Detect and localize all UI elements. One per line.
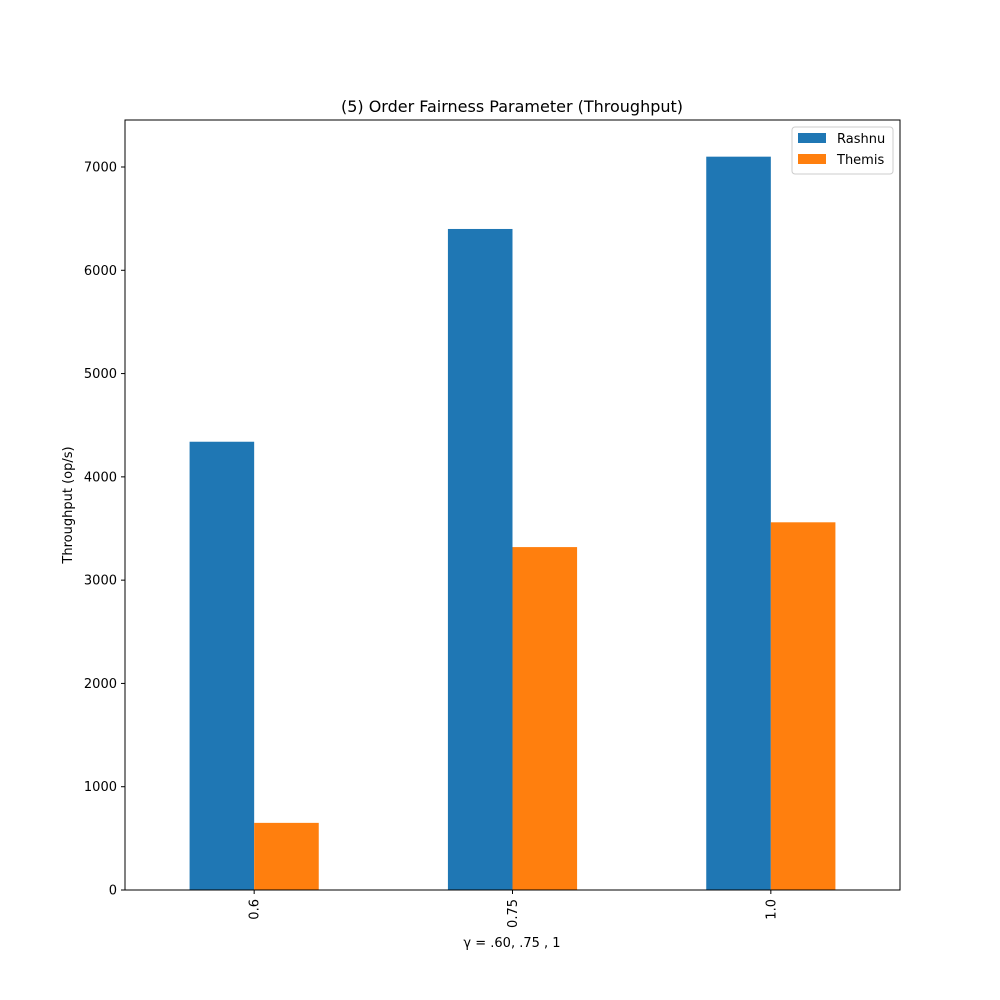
plot-area-frame	[124, 119, 901, 891]
x-tick-label-0.6: 0.6	[248, 899, 263, 920]
bars-group	[189, 156, 836, 890]
bar-rashnu-0.75	[447, 228, 513, 890]
bar-themis-1.0	[770, 522, 836, 890]
bar-themis-0.6	[254, 822, 319, 890]
y-tick-label-6000: 6000	[84, 264, 117, 279]
legend-label-themis: Themis	[836, 153, 884, 168]
x-tick-label-0.75: 0.75	[506, 899, 521, 928]
y-tick-label-7000: 7000	[84, 160, 117, 175]
x-axis-label: γ = .60, .75 , 1	[463, 936, 560, 951]
y-axis: 0 1000 2000 3000 4000 5000 6000 7000	[84, 160, 125, 899]
y-tick-label-3000: 3000	[84, 574, 117, 589]
legend-swatch-themis	[798, 154, 826, 164]
x-tick-label-1.0: 1.0	[764, 899, 779, 920]
bar-themis-0.75	[512, 547, 578, 890]
y-tick-label-1000: 1000	[84, 780, 117, 795]
legend-swatch-rashnu	[798, 133, 826, 143]
bar-rashnu-0.6	[189, 441, 255, 890]
y-tick-label-2000: 2000	[84, 677, 117, 692]
y-axis-label: Throughput (op/s)	[61, 446, 76, 564]
y-tick-label-0: 0	[109, 884, 117, 899]
y-tick-label-5000: 5000	[84, 367, 117, 382]
legend-label-rashnu: Rashnu	[837, 132, 885, 147]
y-tick-label-4000: 4000	[84, 470, 117, 485]
legend: Rashnu Themis	[791, 126, 894, 175]
bar-rashnu-1.0	[706, 156, 771, 890]
chart-title: (5) Order Fairness Parameter (Throughput…	[341, 97, 683, 116]
x-axis: 0.6 0.75 1.0	[248, 890, 779, 928]
